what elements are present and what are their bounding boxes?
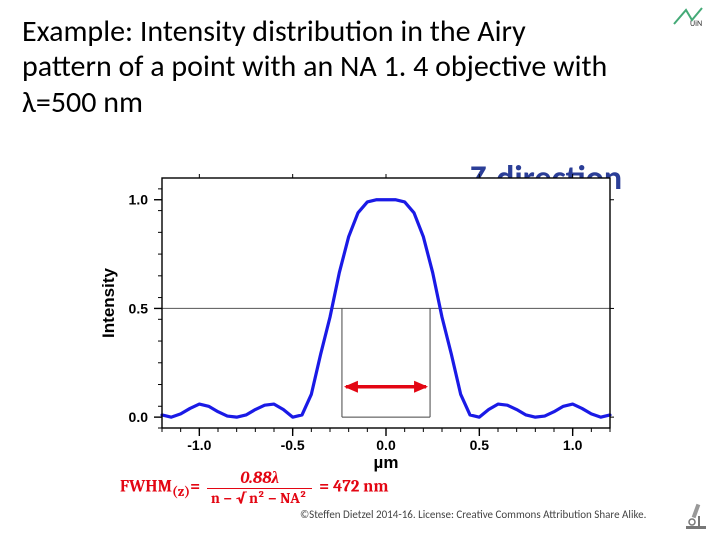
microscope-icon <box>682 500 710 532</box>
slide-title: Example: Intensity distribution in the A… <box>22 14 622 120</box>
svg-text:0.5: 0.5 <box>129 300 149 316</box>
svg-text:1.0: 1.0 <box>563 437 583 453</box>
institution-logo-icon: UiN <box>672 6 712 28</box>
svg-text:0.0: 0.0 <box>376 437 396 453</box>
svg-text:Intensity: Intensity <box>100 268 118 338</box>
svg-text:-0.5: -0.5 <box>281 437 305 453</box>
svg-text:-1.0: -1.0 <box>187 437 211 453</box>
fwhm-formula: FWHM(z)= 0.88λ n − √n² − NA² = 472 nm <box>120 468 389 507</box>
svg-text:0.5: 0.5 <box>470 437 490 453</box>
formula-lhs: FWHM <box>120 478 172 497</box>
svg-text:1.0: 1.0 <box>129 192 149 208</box>
intensity-chart: -1.0-0.50.00.51.00.00.51.0µmIntensity <box>100 160 620 490</box>
attribution-text: ©Steffen Dietzel 2014-16. License: Creat… <box>300 508 646 521</box>
svg-text:UiN: UiN <box>690 19 702 28</box>
svg-text:0.0: 0.0 <box>129 409 149 425</box>
